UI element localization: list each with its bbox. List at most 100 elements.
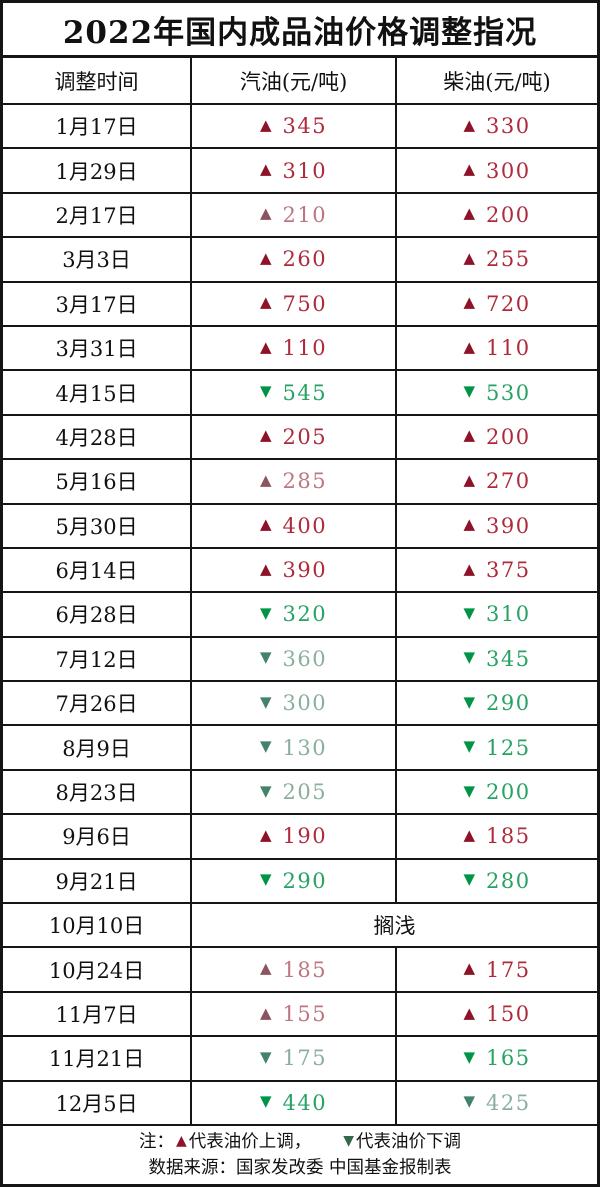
up-triangle-icon: ▲ bbox=[463, 559, 475, 578]
price-change-value: 440 bbox=[282, 1090, 328, 1115]
table-body: 1月17日 ▲ 345 ▲ 330 1月29日 ▲ 310 ▲ 300 2月17日 ▲ 210 ▲ 200 3… bbox=[3, 105, 597, 1126]
table-row: 6月28日 ▼ 320 ▼ 310 bbox=[3, 593, 597, 638]
price-change-value: 400 bbox=[282, 513, 328, 538]
gasoline-cell: ▲ 400 bbox=[190, 504, 395, 547]
date-cell: 1月17日 bbox=[55, 115, 138, 140]
table-row: 7月26日 ▼ 300 ▼ 290 bbox=[3, 682, 597, 727]
price-change-value: 310 bbox=[485, 602, 531, 627]
table-row: 9月21日 ▼ 290 ▼ 280 bbox=[3, 859, 597, 905]
down-triangle-icon: ▼ bbox=[463, 870, 475, 889]
diesel-cell: ▼ 165 bbox=[395, 1037, 597, 1080]
date-cell: 12月5日 bbox=[55, 1091, 138, 1116]
up-triangle-icon: ▲ bbox=[175, 1132, 187, 1149]
price-change-value: 345 bbox=[485, 646, 531, 671]
table-header: 调整时间 汽油(元/吨) 柴油(元/吨) bbox=[3, 58, 597, 105]
diesel-cell: ▲ 375 bbox=[395, 548, 597, 592]
price-change-value: 205 bbox=[282, 424, 328, 449]
diesel-cell: ▲ 300 bbox=[395, 149, 597, 192]
date-cell: 7月12日 bbox=[55, 647, 138, 672]
gasoline-cell: ▼ 290 bbox=[190, 859, 395, 903]
up-triangle-icon: ▲ bbox=[463, 204, 475, 223]
up-triangle-icon: ▲ bbox=[260, 248, 272, 267]
down-triangle-icon: ▼ bbox=[260, 870, 272, 889]
up-triangle-icon: ▲ bbox=[463, 1003, 475, 1022]
table-row: 4月15日 ▼ 545 ▼ 530 bbox=[3, 371, 597, 416]
legend-up-text: 代表油价上调， bbox=[188, 1131, 312, 1152]
table-row: 1月29日 ▲ 310 ▲ 300 bbox=[3, 149, 597, 194]
price-change-value: 165 bbox=[485, 1046, 531, 1071]
diesel-cell: ▲ 150 bbox=[395, 992, 597, 1036]
price-change-value: 205 bbox=[282, 780, 328, 805]
down-triangle-icon: ▼ bbox=[463, 382, 475, 401]
gasoline-cell: ▲ 185 bbox=[190, 948, 395, 991]
up-triangle-icon: ▲ bbox=[463, 337, 475, 356]
down-triangle-icon: ▼ bbox=[260, 737, 272, 756]
price-change-value: 545 bbox=[282, 380, 328, 405]
up-triangle-icon: ▲ bbox=[260, 1003, 272, 1022]
up-triangle-icon: ▲ bbox=[260, 337, 272, 356]
down-triangle-icon: ▼ bbox=[463, 603, 475, 622]
date-cell: 4月15日 bbox=[55, 381, 138, 406]
up-triangle-icon: ▲ bbox=[260, 470, 272, 489]
price-change-value: 330 bbox=[485, 114, 531, 139]
price-change-value: 360 bbox=[282, 646, 328, 671]
date-cell: 6月28日 bbox=[55, 603, 138, 628]
table-row: 5月16日 ▲ 285 ▲ 270 bbox=[3, 460, 597, 505]
diesel-cell: ▲ 270 bbox=[395, 460, 597, 503]
table-row: 4月28日 ▲ 205 ▲ 200 bbox=[3, 415, 597, 461]
diesel-cell: ▲ 185 bbox=[395, 815, 597, 858]
gasoline-cell: ▼ 300 bbox=[190, 682, 395, 725]
price-change-value: 300 bbox=[485, 158, 531, 183]
price-change-value: 185 bbox=[485, 824, 531, 849]
price-change-value: 280 bbox=[485, 868, 531, 893]
table-row: 12月5日 ▼ 440 ▼ 425 bbox=[3, 1081, 597, 1126]
diesel-cell: ▼ 310 bbox=[395, 593, 597, 636]
date-cell: 9月21日 bbox=[55, 869, 138, 894]
price-change-value: 285 bbox=[282, 469, 328, 494]
diesel-cell: ▼ 280 bbox=[395, 859, 597, 903]
up-triangle-icon: ▲ bbox=[260, 515, 272, 534]
price-change-value: 390 bbox=[485, 513, 531, 538]
up-triangle-icon: ▲ bbox=[260, 559, 272, 578]
diesel-cell: ▲ 330 bbox=[395, 105, 597, 148]
gasoline-cell: ▲ 310 bbox=[190, 149, 395, 192]
price-change-value: 720 bbox=[485, 291, 531, 316]
table-row: 10月10日 搁浅 bbox=[3, 904, 597, 949]
price-change-value: 290 bbox=[485, 691, 531, 716]
table-footnote: 注： ▲ 代表油价上调， ▼ 代表油价下调 数据来源：国家发改委 中国基金报制表 bbox=[3, 1126, 597, 1184]
price-change-value: 750 bbox=[282, 291, 328, 316]
gasoline-cell: ▼ 205 bbox=[190, 770, 395, 814]
date-cell: 3月31日 bbox=[55, 337, 138, 362]
up-triangle-icon: ▲ bbox=[260, 426, 272, 445]
price-change-value: 200 bbox=[485, 780, 531, 805]
gasoline-cell: ▲ 390 bbox=[190, 548, 395, 592]
table-row: 3月3日 ▲ 260 ▲ 255 bbox=[3, 238, 597, 283]
down-triangle-icon: ▼ bbox=[463, 1092, 475, 1111]
date-cell: 7月26日 bbox=[55, 692, 138, 717]
page-title: 2022年国内成品油价格调整指况 bbox=[3, 3, 597, 58]
down-triangle-icon: ▼ bbox=[343, 1132, 355, 1149]
gasoline-cell: ▲ 110 bbox=[190, 326, 395, 370]
table-row: 9月6日 ▲ 190 ▲ 185 bbox=[3, 815, 597, 860]
price-change-value: 300 bbox=[282, 691, 328, 716]
header-gasoline-price: 汽油(元/吨) bbox=[190, 58, 395, 103]
up-triangle-icon: ▲ bbox=[260, 959, 272, 978]
price-change-value: 200 bbox=[485, 424, 531, 449]
date-cell: 9月6日 bbox=[62, 825, 131, 850]
price-change-value: 150 bbox=[485, 1002, 531, 1026]
table-row: 6月14日 ▲ 390 ▲ 375 bbox=[3, 548, 597, 594]
date-cell: 5月30日 bbox=[55, 514, 138, 539]
price-change-value: 110 bbox=[282, 336, 328, 361]
down-triangle-icon: ▼ bbox=[463, 781, 475, 800]
price-change-value: 310 bbox=[282, 158, 328, 183]
up-triangle-icon: ▲ bbox=[260, 204, 272, 223]
up-triangle-icon: ▲ bbox=[463, 293, 475, 312]
down-triangle-icon: ▼ bbox=[260, 603, 272, 622]
gasoline-cell: ▲ 155 bbox=[190, 992, 395, 1036]
up-triangle-icon: ▲ bbox=[463, 825, 475, 844]
merged-stranded-cell: 搁浅 bbox=[190, 904, 597, 947]
date-cell: 8月23日 bbox=[55, 781, 138, 806]
date-cell: 8月9日 bbox=[62, 736, 131, 761]
date-cell: 10月24日 bbox=[48, 958, 145, 983]
up-triangle-icon: ▲ bbox=[463, 115, 475, 134]
